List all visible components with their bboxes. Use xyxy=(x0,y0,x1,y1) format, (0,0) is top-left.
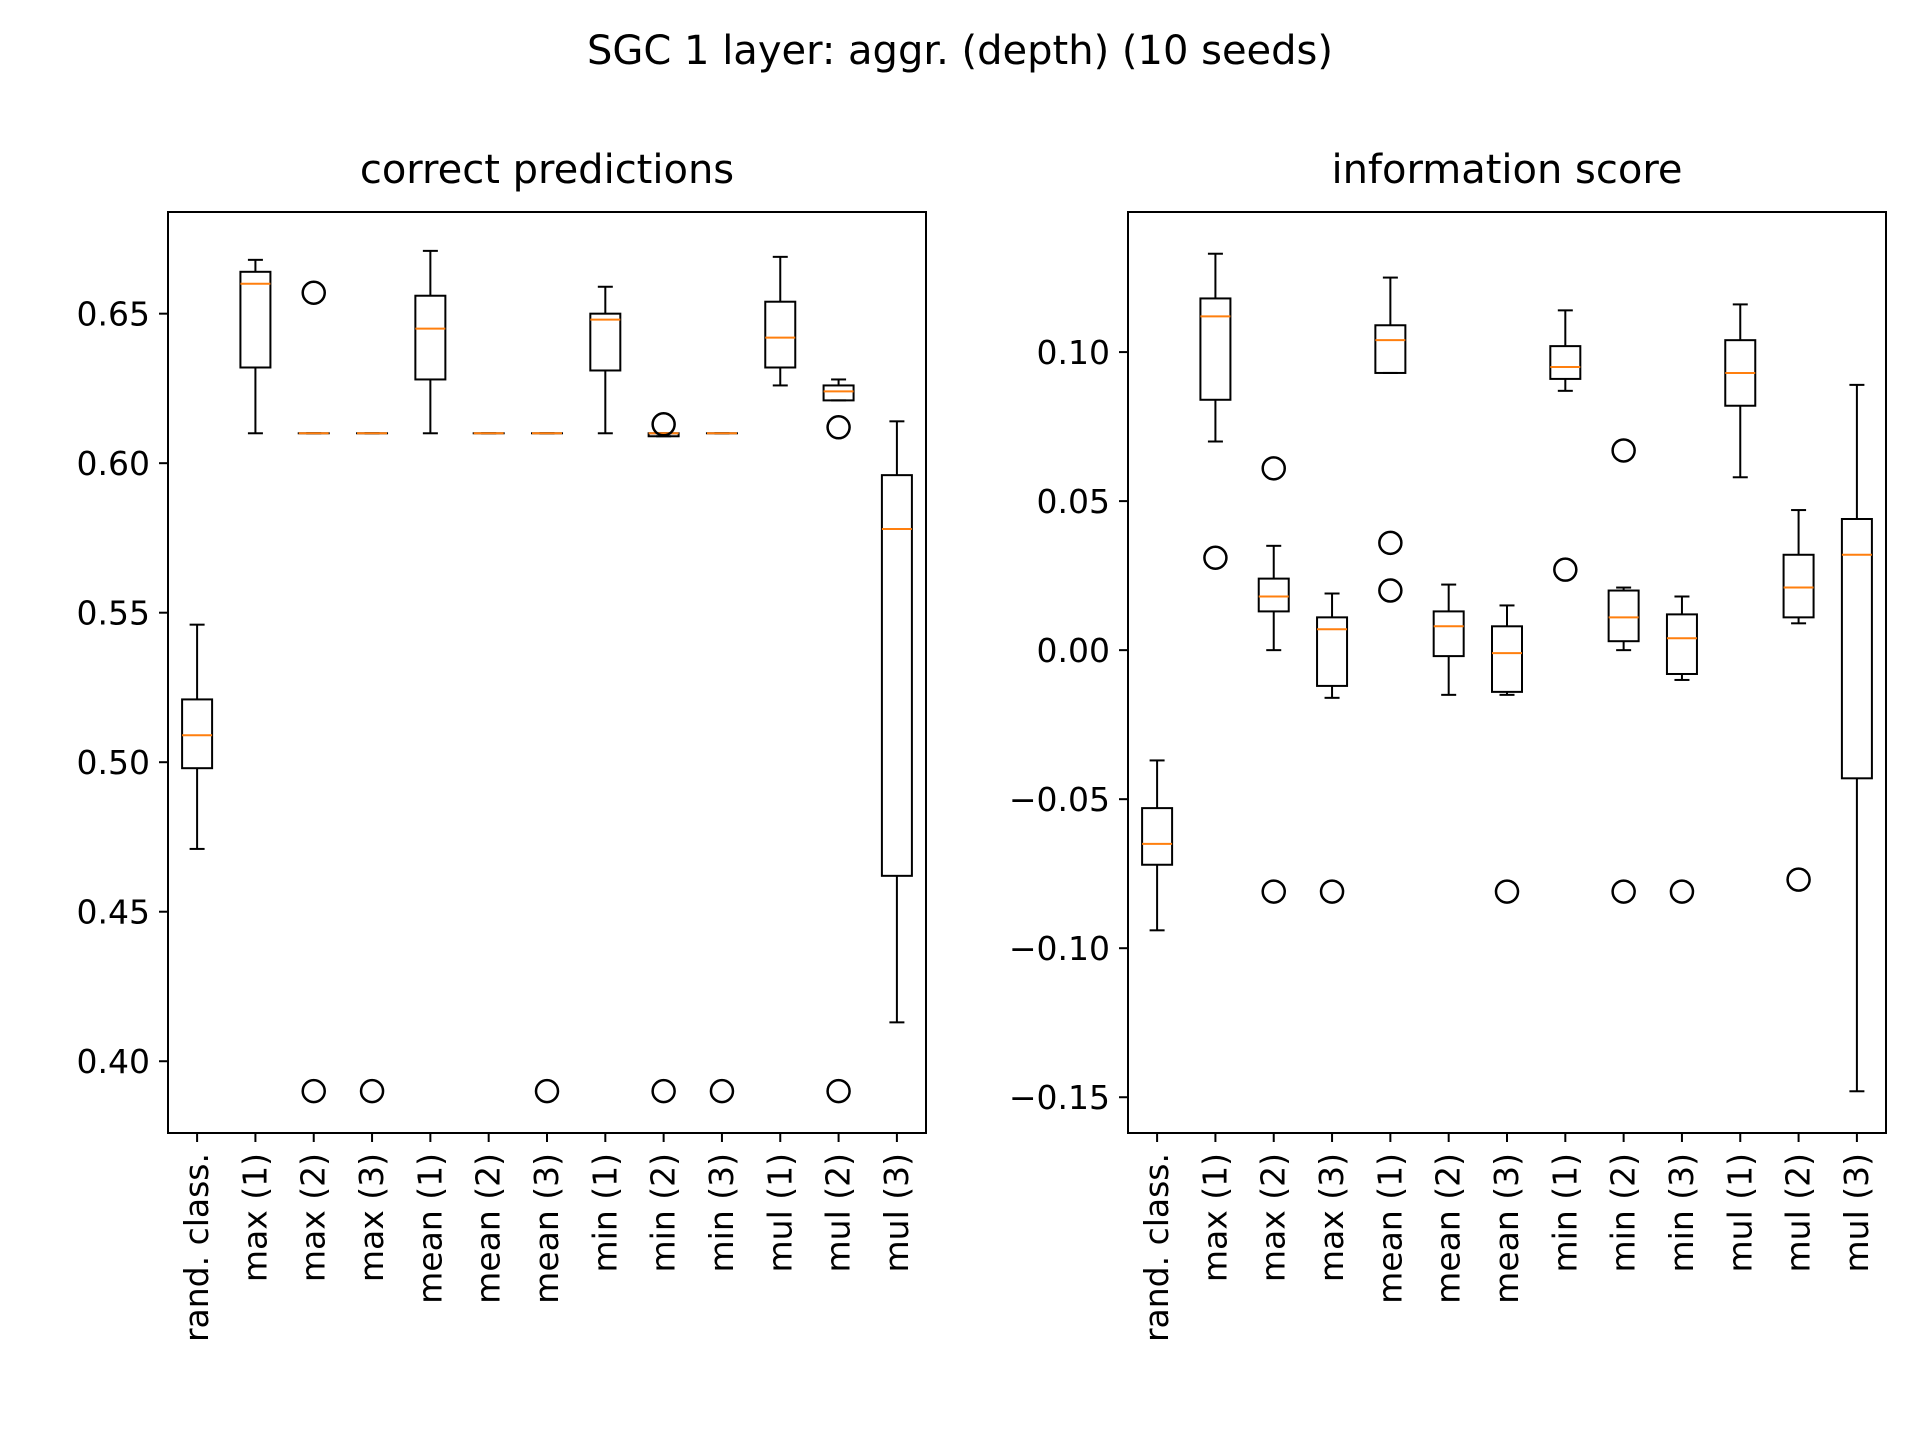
y-tick-label: 0.45 xyxy=(77,893,150,932)
x-tick-label: max (3) xyxy=(352,1153,391,1282)
y-tick-label: 0.55 xyxy=(77,594,150,633)
x-tick-label: max (1) xyxy=(235,1153,274,1282)
x-tick-label: mul (1) xyxy=(1720,1153,1759,1272)
x-tick-label: mul (3) xyxy=(877,1153,916,1272)
x-tick-label: max (3) xyxy=(1312,1153,1351,1282)
x-tick-label: mul (2) xyxy=(1779,1153,1818,1272)
y-tick-label: 0.05 xyxy=(1037,482,1110,521)
x-tick-label: mean (1) xyxy=(410,1153,449,1304)
subplot-title: information score xyxy=(1331,147,1682,193)
x-tick-label: min (1) xyxy=(1545,1153,1584,1272)
subplot-title: correct predictions xyxy=(360,147,734,193)
y-tick-label: −0.15 xyxy=(1009,1078,1110,1117)
y-tick-label: 0.40 xyxy=(77,1042,150,1081)
x-tick-label: max (1) xyxy=(1195,1153,1234,1282)
x-tick-label: min (1) xyxy=(585,1153,624,1272)
x-tick-label: rand. class. xyxy=(1137,1153,1176,1342)
x-tick-label: mean (1) xyxy=(1370,1153,1409,1304)
y-tick-label: 0.65 xyxy=(77,295,150,334)
x-tick-label: rand. class. xyxy=(177,1153,216,1342)
x-tick-label: mul (2) xyxy=(819,1153,858,1272)
y-tick-label: 0.10 xyxy=(1037,333,1110,372)
x-tick-label: mean (3) xyxy=(527,1153,566,1304)
x-tick-label: mul (1) xyxy=(760,1153,799,1272)
y-tick-label: −0.10 xyxy=(1009,929,1110,968)
x-tick-label: min (2) xyxy=(1604,1153,1643,1272)
x-tick-label: mean (2) xyxy=(1429,1153,1468,1304)
x-tick-label: max (2) xyxy=(294,1153,333,1282)
x-tick-label: max (2) xyxy=(1254,1153,1293,1282)
y-tick-label: 0.50 xyxy=(77,743,150,782)
x-tick-label: min (2) xyxy=(644,1153,683,1272)
x-tick-label: mean (3) xyxy=(1487,1153,1526,1304)
x-tick-label: min (3) xyxy=(1662,1153,1701,1272)
x-tick-label: min (3) xyxy=(702,1153,741,1272)
figure-title: SGC 1 layer: aggr. (depth) (10 seeds) xyxy=(587,28,1333,74)
x-tick-label: mean (2) xyxy=(469,1153,508,1304)
y-tick-label: 0.00 xyxy=(1037,631,1110,670)
y-tick-label: −0.05 xyxy=(1009,780,1110,819)
x-tick-label: mul (3) xyxy=(1837,1153,1876,1272)
y-tick-label: 0.60 xyxy=(77,444,150,483)
